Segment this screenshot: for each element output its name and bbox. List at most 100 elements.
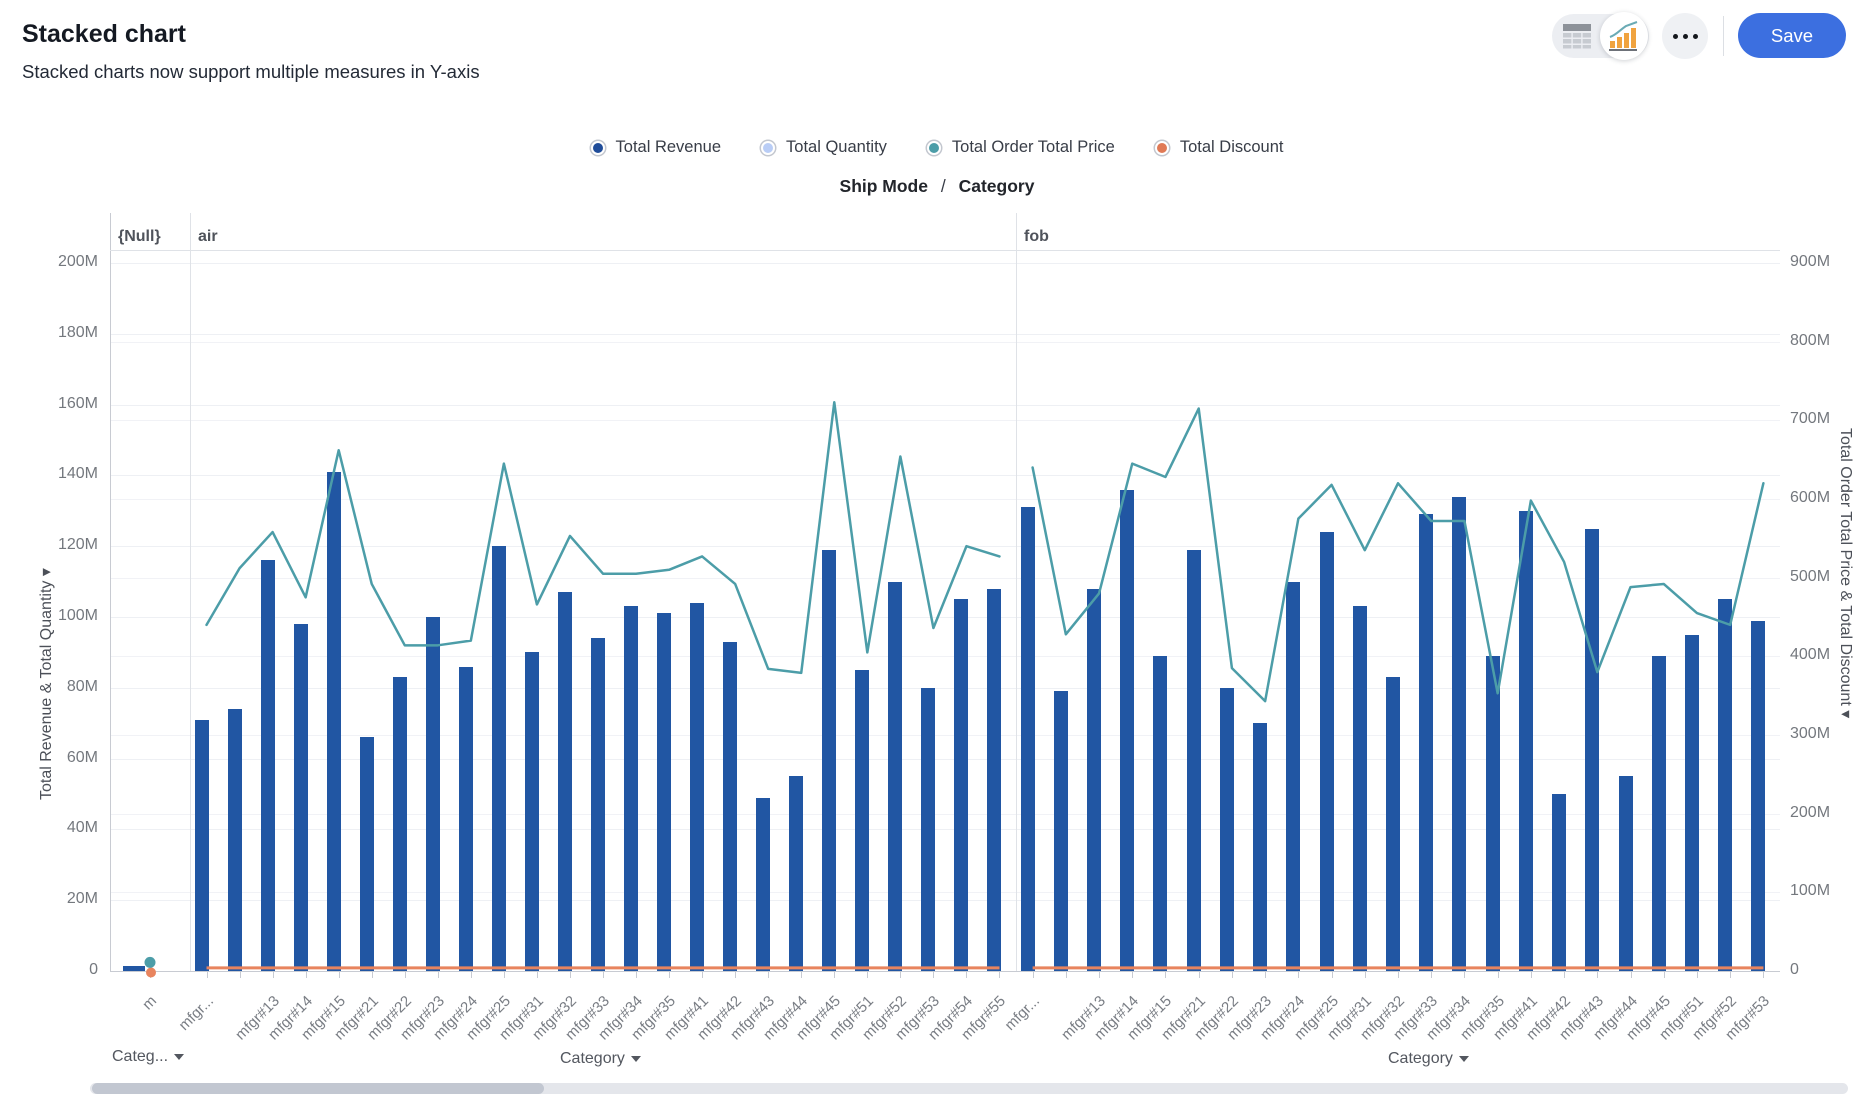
revenue-bar[interactable] — [557, 592, 572, 971]
horizontal-scrollbar-thumb[interactable] — [92, 1083, 544, 1094]
revenue-bar[interactable] — [1153, 655, 1168, 971]
dimension-separator: / — [940, 176, 946, 196]
revenue-bar[interactable] — [458, 666, 473, 971]
revenue-bar[interactable] — [954, 599, 969, 971]
gridline — [110, 475, 1780, 477]
revenue-bar[interactable] — [1253, 723, 1268, 971]
revenue-bar[interactable] — [921, 687, 936, 971]
save-button[interactable]: Save — [1738, 13, 1846, 58]
revenue-bar[interactable] — [624, 606, 639, 971]
legend-label: Total Order Total Price — [951, 138, 1115, 156]
revenue-bar[interactable] — [723, 641, 738, 971]
revenue-bar[interactable] — [888, 581, 903, 971]
revenue-bar[interactable] — [123, 965, 145, 971]
fob-category-sort-dropdown[interactable]: Category — [1388, 1050, 1469, 1068]
revenue-bar[interactable] — [1618, 776, 1633, 971]
left-axis-tick-label: 140M — [57, 465, 98, 483]
revenue-bar[interactable] — [1718, 599, 1733, 971]
left-axis-title[interactable]: Total Revenue & Total Quantity ▾ — [38, 568, 55, 800]
revenue-bar[interactable] — [260, 560, 275, 971]
gridline — [110, 758, 1780, 760]
revenue-bar[interactable] — [1352, 606, 1367, 971]
revenue-bar[interactable] — [1386, 677, 1400, 971]
revenue-bar[interactable] — [1319, 532, 1334, 971]
table-view-button[interactable] — [1562, 23, 1592, 49]
revenue-bar[interactable] — [987, 588, 1002, 971]
gridline — [110, 813, 1780, 815]
x-axis-tick — [1265, 972, 1267, 978]
order-total-price-point[interactable] — [144, 956, 156, 968]
revenue-bar[interactable] — [524, 652, 539, 971]
legend-dot-icon — [926, 140, 941, 155]
revenue-bar[interactable] — [326, 471, 341, 971]
revenue-bar[interactable] — [227, 709, 242, 971]
revenue-bar[interactable] — [1419, 514, 1434, 971]
revenue-bar[interactable] — [359, 737, 374, 971]
null-category-sort-dropdown[interactable]: Categ... — [112, 1048, 185, 1066]
x-axis-tick — [933, 972, 935, 978]
order-total-price-line[interactable] — [205, 400, 1001, 675]
revenue-bar[interactable] — [690, 602, 705, 971]
revenue-bar[interactable] — [1518, 510, 1533, 971]
dimension-secondary[interactable]: Category — [958, 176, 1035, 196]
revenue-bar[interactable] — [1120, 489, 1135, 971]
discount-point[interactable] — [146, 967, 156, 978]
more-options-button[interactable] — [1662, 13, 1708, 59]
gridline — [110, 687, 1780, 689]
revenue-bar[interactable] — [425, 617, 440, 971]
dimension-primary[interactable]: Ship Mode — [839, 176, 928, 196]
revenue-bar[interactable] — [591, 638, 605, 971]
revenue-bar[interactable] — [789, 776, 804, 971]
revenue-bar[interactable] — [855, 670, 870, 971]
gridline — [110, 577, 1780, 579]
legend-dot-icon — [761, 140, 776, 155]
facet-label-air: air — [198, 228, 218, 245]
gridline — [110, 420, 1780, 422]
legend-item-0[interactable]: Total Revenue — [590, 138, 721, 157]
revenue-bar[interactable] — [1186, 549, 1201, 971]
x-axis-tick — [999, 972, 1001, 978]
revenue-bar[interactable] — [657, 613, 672, 971]
x-axis-tick — [437, 972, 439, 978]
revenue-bar[interactable] — [491, 546, 506, 971]
revenue-bar[interactable] — [392, 677, 407, 971]
revenue-bar[interactable] — [1053, 691, 1068, 971]
legend-item-1[interactable]: Total Quantity — [761, 138, 887, 157]
left-axis-line — [110, 213, 111, 971]
legend-item-2[interactable]: Total Order Total Price — [926, 138, 1115, 157]
order-total-price-line[interactable] — [1031, 407, 1765, 703]
left-axis-tick-label: 40M — [66, 819, 98, 837]
horizontal-scrollbar-track[interactable] — [90, 1083, 1848, 1094]
revenue-bar[interactable] — [293, 624, 308, 971]
x-axis-tick — [470, 972, 472, 978]
revenue-bar[interactable] — [822, 549, 837, 971]
facet-label-fob: fob — [1024, 228, 1049, 245]
gridline — [110, 900, 1780, 902]
revenue-bar[interactable] — [1651, 655, 1666, 971]
revenue-bar[interactable] — [756, 797, 771, 971]
air-category-sort-dropdown[interactable]: Category — [560, 1050, 641, 1068]
revenue-bar[interactable] — [1552, 794, 1567, 971]
revenue-bar[interactable] — [1751, 620, 1766, 971]
revenue-bar[interactable] — [1585, 528, 1600, 971]
revenue-bar[interactable] — [1020, 507, 1035, 971]
revenue-bar[interactable] — [1452, 496, 1467, 971]
revenue-bar[interactable] — [1485, 655, 1500, 971]
gridline — [110, 656, 1780, 658]
chart-view-button[interactable] — [1600, 12, 1648, 60]
revenue-bar[interactable] — [1219, 687, 1234, 971]
right-axis-tick-label: 200M — [1790, 803, 1831, 821]
legend-item-3[interactable]: Total Discount — [1154, 138, 1283, 157]
revenue-bar[interactable] — [1684, 634, 1699, 971]
revenue-bar[interactable] — [1087, 588, 1102, 971]
x-axis-tick — [867, 972, 869, 978]
right-axis-tick-label: 400M — [1790, 646, 1831, 664]
left-axis-tick-label: 200M — [57, 253, 98, 270]
revenue-bar[interactable] — [1286, 581, 1301, 971]
left-axis-tick-label: 80M — [66, 677, 98, 695]
x-axis-tick — [239, 972, 241, 978]
right-axis-title[interactable]: Total Order Total Price & Total Discount… — [1837, 428, 1854, 719]
x-axis-tick — [1464, 972, 1466, 978]
x-axis-tick — [1730, 972, 1732, 978]
revenue-bar[interactable] — [194, 719, 209, 971]
